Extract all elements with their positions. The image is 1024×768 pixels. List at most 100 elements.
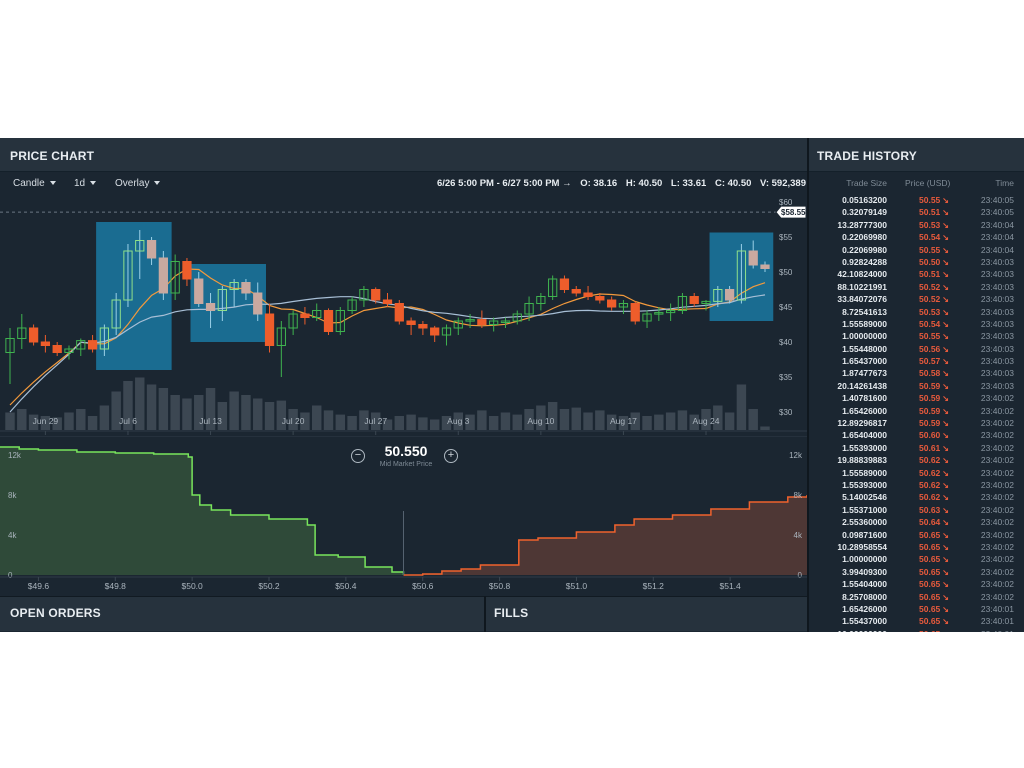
trade-row: 10.00000000 50.65↘ 23:40:01: [809, 629, 1024, 632]
trade-time: 23:40:01: [980, 616, 1014, 627]
trade-row: 0.22069980 50.54 ↘ 23:40:04: [809, 232, 1024, 244]
y-tick-label: $50: [779, 268, 793, 277]
trade-row: 2.55360000 50.64 ↘ 23:40:02: [809, 517, 1024, 529]
caret-down-icon: [49, 181, 56, 186]
candle: [489, 317, 499, 332]
zoom-in-button[interactable]: +: [444, 449, 458, 463]
trade-row: 33.84072076 50.52 ↘ 23:40:03: [809, 294, 1024, 306]
trade-price-value: 50.59: [919, 418, 941, 429]
y-tick-label: $40: [779, 338, 793, 347]
zoom-out-button[interactable]: −: [351, 449, 365, 463]
candle: [382, 293, 393, 307]
interval-dropdown[interactable]: 1d: [74, 178, 97, 189]
trade-price: 50.59 ↘: [919, 393, 949, 403]
arrow-down-right-icon: ↘: [942, 208, 949, 218]
chart-type-dropdown[interactable]: Candle: [13, 178, 56, 189]
trade-time: 23:40:03: [980, 318, 1014, 329]
col-price: Price (USD): [905, 178, 951, 188]
trade-price-value: 50.65: [919, 616, 941, 627]
trade-size: 12.89296817: [837, 418, 887, 429]
bid-depth-line: [0, 446, 405, 575]
trade-row: 20.14261438 50.59 ↘ 23:40:03: [809, 381, 1024, 393]
trade-row: 0.32079149 50.51 ↘ 23:40:05: [809, 207, 1024, 219]
trade-row: 0.22069980 50.55 ↘ 23:40:04: [809, 245, 1024, 257]
trade-row: 1.55589000 50.54 ↘ 23:40:03: [809, 319, 1024, 331]
volume-bar: [453, 412, 463, 430]
trade-price: 50.57 ↘: [919, 356, 949, 366]
trade-time: 23:40:02: [980, 492, 1014, 503]
candle: [701, 300, 711, 311]
trade-size: 3.99409300: [842, 566, 887, 577]
volume-bar: [713, 405, 723, 430]
candle: [28, 324, 39, 346]
trade-row: 1.55437000 50.65 ↘ 23:40:01: [809, 616, 1024, 628]
volume-bar: [736, 384, 747, 430]
volume-bar: [276, 400, 287, 430]
trade-size: 1.55393000: [842, 479, 887, 490]
trade-price-value: 50.65: [919, 529, 941, 540]
volume-bar: [194, 395, 204, 430]
volume-bar: [17, 409, 27, 430]
trade-price: 50.59 ↘: [919, 381, 949, 391]
volume-bar: [677, 410, 688, 430]
fills-panel[interactable]: FILLS: [486, 596, 807, 631]
x-tick-label: Aug 3: [447, 416, 469, 426]
arrow-down-right-icon: ↘: [942, 555, 949, 565]
open-orders-panel[interactable]: OPEN ORDERS: [0, 596, 484, 631]
trade-size: 1.87477673: [842, 368, 887, 379]
candle: [64, 345, 74, 360]
minus-circle-icon: −: [354, 449, 362, 461]
trade-time: 23:40:03: [980, 380, 1014, 391]
trade-time: 23:40:02: [980, 442, 1014, 453]
volume-bar: [52, 417, 62, 430]
volume-bar: [170, 395, 180, 430]
volume-bar: [312, 405, 322, 430]
depth-y-tick-left: 8k: [8, 491, 17, 500]
arrow-down-right-icon: ↘: [942, 567, 949, 577]
trade-row: 1.65404000 50.60 ↘ 23:40:02: [809, 430, 1024, 442]
arrow-down-right-icon: ↘: [942, 580, 949, 590]
candle: [689, 293, 699, 307]
depth-x-tick-label: $50.2: [258, 581, 280, 591]
ohlc-volume: V: 592,389: [760, 178, 806, 189]
trade-time: 23:40:03: [980, 356, 1014, 367]
candle: [146, 237, 157, 265]
volume-bar: [406, 414, 416, 430]
arrow-down-right-icon: ↘: [942, 381, 949, 391]
candle: [595, 293, 605, 304]
trade-size: 0.92824288: [842, 256, 887, 267]
candle: [5, 328, 15, 384]
volume-bar: [559, 409, 570, 430]
volume-bar: [335, 414, 346, 430]
arrow-down-right-icon: ↘: [942, 245, 949, 255]
trading-app: PRICE CHART TRADE HISTORY Candle 1d Over…: [0, 138, 1024, 632]
trade-size: 1.65426000: [842, 405, 887, 416]
arrow-down-right-icon: ↘: [942, 220, 949, 230]
candle: [607, 296, 617, 311]
trade-row: 1.87477673 50.58 ↘ 23:40:03: [809, 368, 1024, 380]
depth-chart[interactable]: 12k 12k 8k 8k 4k 4k 0 0 $49.6 $49.8 $50.0 $50.2 $50…: [0, 436, 807, 596]
trade-price-value: 50.59: [919, 393, 941, 404]
trade-row: 1.55404000 50.65 ↘ 23:40:02: [809, 579, 1024, 591]
x-tick-label: Jul 27: [364, 416, 387, 426]
arrow-down-right-icon: ↘: [942, 431, 949, 441]
candle: [312, 303, 322, 321]
arrow-down-right-icon: ↘: [942, 406, 949, 416]
trade-time: 23:40:02: [980, 541, 1014, 552]
volume-bar: [99, 405, 110, 430]
candle: [135, 230, 145, 279]
volume-bar: [583, 412, 593, 430]
trade-row: 10.28958554 50.65 ↘ 23:40:02: [809, 542, 1024, 554]
trade-size: 42.10824000: [837, 269, 887, 280]
trade-price-value: 50.53: [919, 219, 941, 230]
trade-price-value: 50.55: [919, 331, 941, 342]
trade-size: 0.22069980: [842, 244, 887, 255]
volume-bar: [253, 398, 263, 430]
candle: [583, 286, 593, 300]
overlay-dropdown[interactable]: Overlay: [115, 178, 161, 189]
y-tick-label: $30: [779, 408, 793, 417]
depth-x-tick-label: $51.0: [566, 581, 588, 591]
volume-bar: [571, 407, 581, 430]
price-chart[interactable]: $60$55$50$45$40$35$30 Jun 29 Jul 6 Jul 13 J…: [0, 192, 807, 436]
candle: [477, 310, 487, 328]
